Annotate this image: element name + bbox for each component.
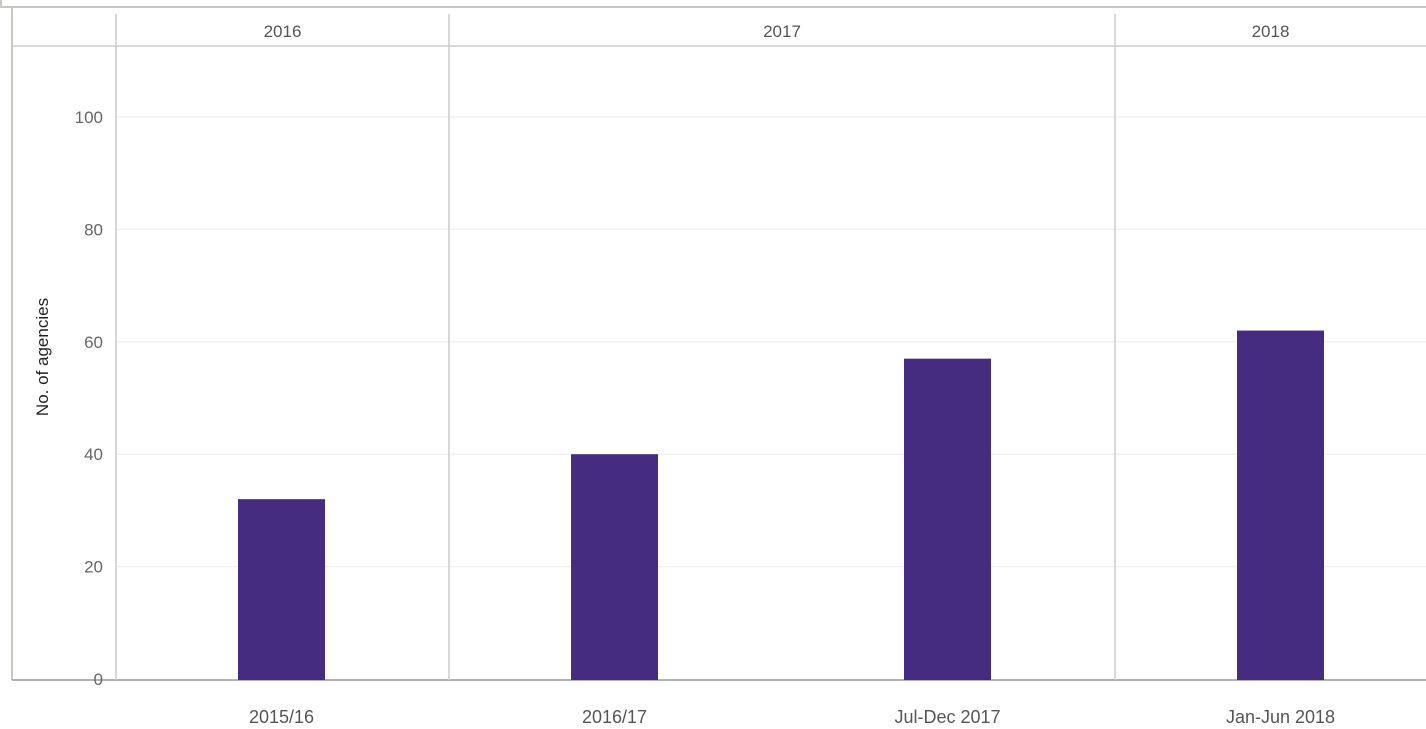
bars bbox=[238, 330, 1324, 680]
column-header: 2017 bbox=[763, 22, 801, 41]
bar bbox=[238, 499, 325, 680]
y-tick-labels: 0 20 40 60 80 100 bbox=[75, 108, 103, 689]
x-tick-label: 2016/17 bbox=[582, 707, 647, 727]
y-axis-label: No. of agencies bbox=[33, 298, 52, 416]
grid-lines bbox=[116, 116, 1426, 568]
x-tick-label: Jul-Dec 2017 bbox=[894, 707, 1000, 727]
bar bbox=[571, 454, 658, 680]
y-tick-label: 100 bbox=[75, 108, 103, 127]
x-tick-label: Jan-Jun 2018 bbox=[1226, 707, 1335, 727]
y-tick-label: 40 bbox=[84, 445, 103, 464]
y-tick-label: 60 bbox=[84, 333, 103, 352]
column-header: 2018 bbox=[1252, 22, 1290, 41]
x-tick-labels: 2015/16 2016/17 Jul-Dec 2017 Jan-Jun 2018 bbox=[249, 707, 1335, 727]
bar bbox=[1237, 330, 1324, 680]
y-tick-label: 0 bbox=[94, 670, 103, 689]
bar bbox=[904, 358, 991, 680]
x-tick-label: 2015/16 bbox=[249, 707, 314, 727]
y-tick-label: 80 bbox=[84, 220, 103, 239]
top-border bbox=[0, 0, 1426, 8]
y-tick-label: 20 bbox=[84, 558, 103, 577]
chart-frame bbox=[11, 8, 1426, 681]
column-headers: 2016 2017 2018 bbox=[264, 22, 1290, 41]
column-header: 2016 bbox=[264, 22, 302, 41]
